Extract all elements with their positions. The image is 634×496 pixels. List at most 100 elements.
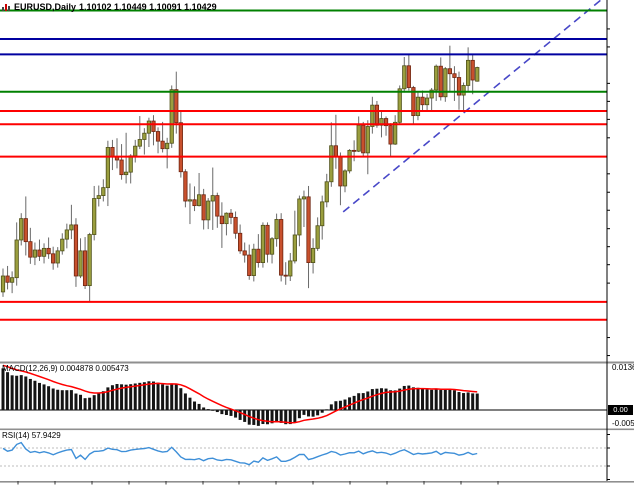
candle-body bbox=[215, 195, 220, 217]
candle-body bbox=[438, 65, 443, 98]
candle-body bbox=[333, 145, 338, 158]
macd-histogram-bar bbox=[33, 380, 37, 410]
macd-histogram-bar bbox=[115, 384, 119, 410]
candle-body bbox=[60, 238, 65, 252]
candle-body bbox=[37, 249, 42, 257]
macd-histogram-bar bbox=[24, 376, 28, 410]
macd-histogram-bar bbox=[297, 410, 301, 419]
macd-histogram-bar bbox=[92, 395, 96, 410]
macd-histogram-bar bbox=[42, 384, 46, 410]
macd-histogram-bar bbox=[101, 391, 105, 410]
candle-body bbox=[247, 254, 252, 276]
candle-body bbox=[379, 118, 384, 126]
macd-histogram-bar bbox=[47, 386, 51, 410]
candle-body bbox=[260, 224, 266, 263]
macd-zero-level-badge: 0.00 bbox=[608, 404, 633, 415]
macd-histogram-bar bbox=[156, 382, 160, 410]
candle-body bbox=[96, 195, 101, 199]
trendline[interactable] bbox=[342, 0, 602, 213]
pane-separator[interactable] bbox=[0, 481, 634, 483]
macd-histogram-bar bbox=[234, 410, 238, 418]
macd-histogram-bar bbox=[462, 393, 466, 410]
macd-histogram-bar bbox=[165, 385, 169, 410]
candle-body bbox=[461, 85, 466, 96]
macd-histogram-bar bbox=[170, 383, 174, 410]
candle-body bbox=[142, 132, 147, 140]
candle-body bbox=[283, 274, 288, 277]
candle-body bbox=[124, 171, 129, 176]
candle-body bbox=[78, 250, 83, 277]
macd-histogram-bar bbox=[202, 407, 206, 410]
macd-histogram-bar bbox=[270, 410, 274, 424]
candle-body bbox=[402, 65, 407, 90]
macd-histogram-bar bbox=[265, 410, 269, 425]
macd-histogram-bar bbox=[206, 409, 210, 410]
macd-histogram-bar bbox=[416, 387, 420, 410]
candle-body bbox=[424, 97, 430, 106]
symbol-timeframe-label: EURUSD,Daily bbox=[14, 2, 77, 12]
macd-histogram-bar bbox=[393, 390, 397, 410]
candle-body bbox=[32, 249, 38, 258]
candle-body bbox=[256, 248, 261, 263]
macd-histogram-bar bbox=[151, 381, 155, 410]
macd-histogram-bar bbox=[288, 410, 292, 425]
macd-histogram-bar bbox=[375, 388, 379, 410]
macd-histogram-bar bbox=[229, 410, 233, 416]
macd-histogram-bar bbox=[124, 384, 128, 410]
macd-signal-line bbox=[2, 364, 478, 424]
macd-histogram-bar bbox=[466, 392, 470, 410]
candle-body bbox=[23, 218, 28, 243]
candle-body bbox=[443, 68, 448, 98]
candle-body bbox=[178, 122, 183, 173]
time-axis[interactable]: Dec 202216 Dec 202228 Dec 20229 Jan 2023… bbox=[0, 482, 634, 496]
macd-histogram-bar bbox=[448, 389, 452, 410]
macd-histogram-bar bbox=[325, 409, 329, 411]
candle-body bbox=[155, 131, 161, 142]
candle-body bbox=[447, 68, 452, 75]
macd-histogram-bar bbox=[338, 400, 342, 410]
candle-body bbox=[169, 89, 174, 144]
candle-body bbox=[265, 224, 270, 255]
candle-body bbox=[397, 88, 402, 123]
macd-histogram-bar bbox=[434, 388, 438, 410]
macd-histogram-bar bbox=[243, 410, 247, 422]
candle-body bbox=[329, 145, 334, 183]
macd-histogram-bar bbox=[15, 375, 19, 410]
pane-separator[interactable] bbox=[0, 428, 634, 431]
candle-body bbox=[187, 199, 193, 202]
candle-body bbox=[420, 96, 425, 106]
macd-indicator-label: MACD(12,26,9) 0.004878 0.005473 bbox=[2, 364, 129, 373]
macd-histogram-bar bbox=[398, 388, 402, 410]
macd-histogram-bar bbox=[238, 410, 242, 420]
macd-axis-min-label: -0.00556 bbox=[612, 419, 634, 428]
candle-body bbox=[160, 140, 165, 150]
candle-body bbox=[206, 200, 211, 221]
macd-histogram-bar bbox=[402, 385, 406, 410]
pane-separator[interactable] bbox=[0, 361, 634, 364]
candle-body bbox=[370, 104, 375, 127]
candle-body bbox=[470, 59, 475, 81]
candle-body bbox=[5, 275, 10, 283]
candle-body bbox=[196, 194, 202, 207]
candle-body bbox=[347, 149, 352, 172]
candle-body bbox=[269, 238, 275, 255]
macd-histogram-bar bbox=[443, 389, 447, 410]
candle-body bbox=[288, 260, 293, 277]
candle-body bbox=[41, 247, 47, 257]
macd-histogram-bar bbox=[120, 384, 124, 410]
candle-body bbox=[133, 145, 138, 157]
macd-histogram-bar bbox=[183, 393, 187, 410]
candle-body bbox=[119, 159, 124, 176]
macd-histogram-bar bbox=[279, 410, 283, 423]
macd-histogram-bar bbox=[133, 383, 137, 410]
candle-body bbox=[69, 224, 74, 231]
candle-body bbox=[251, 248, 256, 276]
macd-histogram-bar bbox=[411, 387, 415, 410]
candle-body bbox=[146, 120, 152, 134]
candle-body bbox=[411, 87, 416, 117]
macd-histogram-bar bbox=[284, 410, 288, 425]
macd-histogram-bar bbox=[19, 375, 23, 410]
candle-body bbox=[233, 216, 238, 234]
